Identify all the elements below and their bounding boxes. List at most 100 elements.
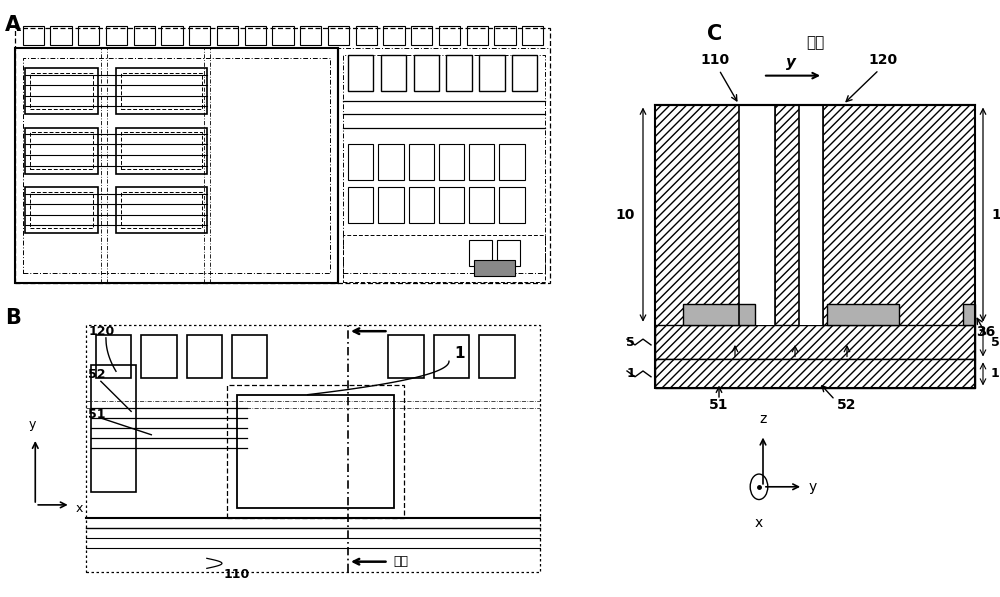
Bar (25, 128, 98, 174)
Text: 1: 1 (626, 367, 635, 380)
Bar (378, 187, 404, 223)
Bar (683, 304, 755, 325)
Bar (775, 104, 799, 325)
Text: 120: 120 (88, 325, 114, 337)
Bar (272, 26, 294, 45)
Bar (655, 104, 975, 389)
Text: y: y (786, 55, 796, 70)
Bar (446, 55, 472, 91)
Bar (827, 304, 899, 325)
Bar (300, 26, 321, 45)
Text: z: z (759, 412, 767, 426)
Bar (655, 104, 739, 325)
Bar (141, 334, 177, 378)
Bar (23, 26, 44, 45)
Bar (497, 240, 520, 266)
Bar (739, 104, 775, 325)
Bar (121, 133, 202, 168)
Bar (348, 55, 373, 91)
Bar (499, 187, 525, 223)
Bar (106, 26, 127, 45)
Bar (439, 187, 464, 223)
Bar (348, 144, 373, 180)
Bar (434, 334, 469, 378)
Bar (823, 104, 975, 325)
Bar (189, 26, 210, 45)
Text: 36: 36 (976, 325, 995, 339)
Bar (479, 334, 515, 378)
Bar (30, 73, 93, 109)
Bar (96, 334, 131, 378)
Bar (116, 128, 207, 174)
Text: 1: 1 (991, 367, 1000, 380)
Text: y: y (29, 418, 36, 432)
Bar (116, 68, 207, 115)
Text: 110: 110 (224, 568, 250, 581)
Text: 51: 51 (88, 408, 106, 421)
Bar (237, 395, 394, 508)
Bar (217, 26, 238, 45)
Bar (25, 187, 98, 233)
Bar (23, 59, 330, 273)
Bar (30, 133, 93, 168)
Text: B: B (5, 308, 21, 328)
Bar (15, 48, 338, 283)
Text: 1: 1 (454, 346, 465, 361)
Bar (91, 365, 136, 491)
Bar (30, 192, 93, 228)
Text: 51: 51 (709, 398, 729, 411)
Bar (25, 68, 98, 115)
Bar (411, 26, 432, 45)
Bar (499, 144, 525, 180)
Text: 52: 52 (837, 398, 857, 411)
Text: A: A (5, 16, 21, 35)
Bar (388, 334, 424, 378)
Text: 10: 10 (991, 208, 1000, 221)
Text: x: x (755, 516, 763, 530)
Bar (232, 334, 267, 378)
Text: 截线: 截线 (393, 555, 408, 568)
Bar (343, 235, 545, 282)
Bar (799, 104, 823, 325)
Bar (469, 144, 494, 180)
Bar (356, 26, 377, 45)
Bar (469, 240, 492, 266)
Text: 5: 5 (626, 336, 635, 349)
Bar (86, 325, 540, 572)
Bar (383, 26, 405, 45)
Bar (161, 26, 183, 45)
Text: 截面: 截面 (806, 35, 824, 50)
Bar (50, 26, 72, 45)
Bar (522, 26, 543, 45)
Bar (439, 144, 464, 180)
Text: y: y (809, 480, 817, 494)
Text: 120: 120 (868, 53, 898, 67)
Bar (494, 26, 516, 45)
Bar (469, 187, 494, 223)
Text: 52: 52 (88, 368, 106, 381)
Bar (963, 304, 975, 325)
Bar (343, 55, 545, 273)
Bar (655, 325, 975, 359)
Bar (409, 144, 434, 180)
Bar (381, 55, 406, 91)
Text: 10: 10 (616, 208, 635, 221)
Bar (121, 192, 202, 228)
Bar (512, 55, 537, 91)
Bar (414, 55, 439, 91)
Bar (474, 260, 515, 276)
Text: C: C (707, 23, 722, 44)
Text: 5: 5 (991, 336, 1000, 349)
Bar (467, 26, 488, 45)
Text: x: x (76, 501, 83, 515)
Bar (245, 26, 266, 45)
Bar (134, 26, 155, 45)
Text: 110: 110 (700, 53, 730, 67)
Bar (187, 334, 222, 378)
Bar (409, 187, 434, 223)
Bar (116, 187, 207, 233)
Bar (78, 26, 99, 45)
Bar (378, 144, 404, 180)
Bar (655, 359, 975, 389)
Bar (439, 26, 460, 45)
